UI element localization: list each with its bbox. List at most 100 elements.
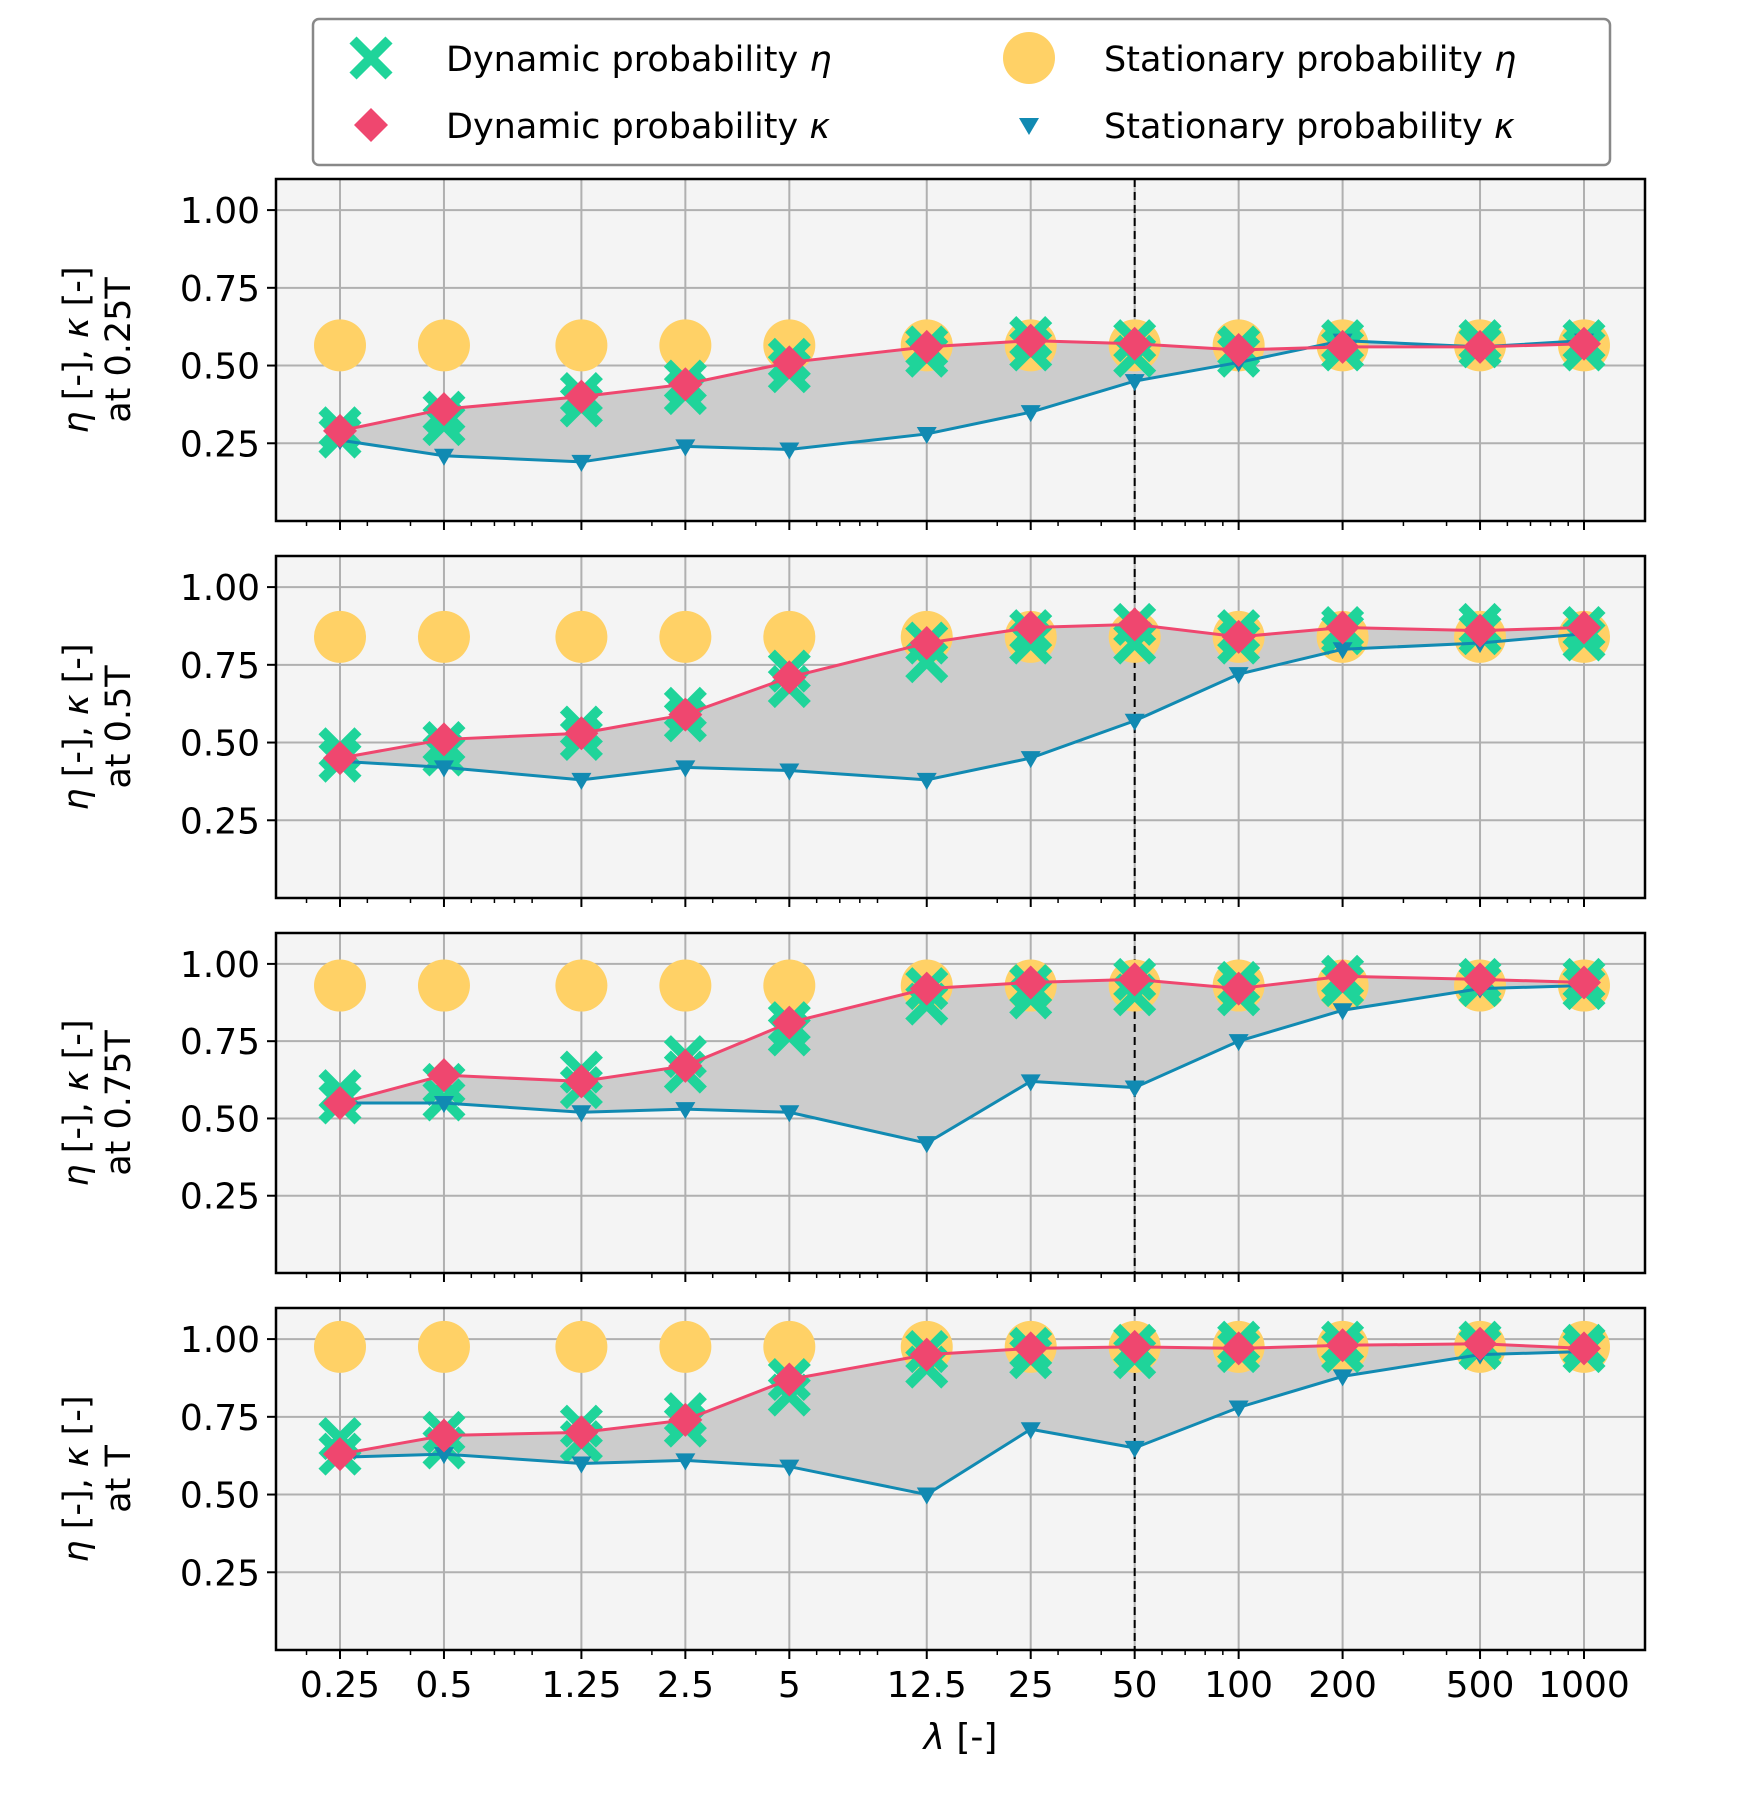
stationary-kappa-marker	[675, 439, 696, 457]
y-axis-label: η [-], κ [-] at 0.5T	[57, 643, 139, 810]
panels: 0.250.500.751.00η [-], κ [-] at 0.25T0.25…	[57, 177, 1647, 1659]
axes-frame	[274, 931, 1647, 1275]
legend-label-text: Stationary probability	[1104, 40, 1494, 80]
dynamic-kappa-marker	[1463, 329, 1498, 364]
y-tick-label: 1.00	[180, 945, 260, 986]
dynamic-kappa-marker	[426, 1418, 461, 1453]
y-axis-label-part: [-],	[57, 1467, 97, 1540]
y-axis-label-part: η	[57, 1164, 97, 1186]
dynamic-kappa-marker	[1013, 610, 1048, 645]
x-tick-label: 1.25	[541, 1665, 621, 1706]
legend-label: Dynamic probability κ	[446, 107, 830, 147]
stationary-kappa-marker	[1124, 1440, 1145, 1458]
y-axis-label-part: [-],	[57, 715, 97, 788]
dynamic-kappa-marker	[323, 1437, 357, 1472]
dynamic-kappa-marker	[1117, 1329, 1152, 1364]
y-axis-label-line2: at 0.5T	[99, 665, 139, 789]
dynamic-kappa-line	[339, 974, 1585, 1105]
y-axis-label-line1: η [-], κ [-]	[57, 1019, 97, 1186]
stationary-kappa-marker	[433, 448, 454, 466]
stationary-kappa-marker	[1020, 751, 1041, 769]
stationary-kappa-marker	[571, 1105, 592, 1123]
dynamic-kappa-marker	[1221, 333, 1256, 367]
x-axis-label: λ [-]	[922, 1717, 998, 1758]
dynamic-kappa-marker	[564, 1415, 599, 1450]
y-axis-label-part: [-]	[57, 266, 97, 317]
stationary-kappa-marker	[433, 1447, 454, 1465]
stationary-eta-marker	[659, 610, 712, 663]
stationary-kappa-line	[339, 339, 1585, 464]
stationary-eta-marker	[555, 1320, 608, 1373]
axes-frame	[274, 554, 1647, 900]
y-axis-label: η [-], κ [-] at 0.75T	[57, 1019, 139, 1186]
y-tick-label: 0.75	[180, 269, 260, 310]
stationary-kappa-marker	[1228, 1034, 1249, 1052]
dynamic-kappa-marker	[354, 108, 388, 142]
y-axis-label-part: [-],	[57, 338, 97, 411]
kappa-gap-fill	[340, 976, 1584, 1144]
dynamic-kappa-marker	[1463, 613, 1498, 648]
y-axis-label-line2: at T	[99, 1445, 139, 1513]
stationary-kappa-marker	[916, 772, 937, 790]
stationary-kappa-line	[339, 632, 1585, 782]
dynamic-kappa-marker	[1325, 959, 1360, 994]
dynamic-kappa-marker	[564, 1064, 599, 1099]
dynamic-kappa-marker	[1325, 610, 1360, 645]
stationary-eta-marker	[659, 1320, 712, 1373]
legend-label: Stationary probability κ	[1104, 107, 1515, 147]
dynamic-kappa-marker	[426, 1058, 461, 1093]
stationary-kappa-marker	[916, 1136, 937, 1154]
x-axis-label-symbol: λ	[922, 1717, 945, 1758]
stationary-kappa-marker	[1020, 1074, 1041, 1092]
stationary-kappa-marker	[1019, 118, 1039, 135]
y-tick-label: 0.25	[180, 424, 260, 465]
dynamic-kappa-marker	[668, 697, 703, 732]
y-axis-label-part: η	[57, 411, 97, 433]
y-tick-label: 0.75	[180, 1398, 260, 1439]
dynamic-kappa-marker	[772, 345, 807, 380]
legend-label-symbol: η	[809, 40, 831, 80]
dynamic-kappa-marker	[1013, 323, 1048, 358]
y-axis-label-part: η	[57, 1540, 97, 1562]
stationary-eta-marker	[659, 959, 712, 1012]
dynamic-kappa-marker	[909, 971, 944, 1006]
dynamic-kappa-marker	[668, 1048, 703, 1083]
stationary-kappa-marker	[779, 442, 800, 460]
y-tick-label: 0.25	[180, 1553, 260, 1594]
y-axis-label-part: κ	[57, 1446, 97, 1467]
x-tick-label: 2.5	[657, 1665, 714, 1706]
dynamic-kappa-marker	[1013, 1331, 1048, 1366]
dynamic-kappa-marker	[323, 413, 357, 448]
legend: Dynamic probability η Stationary probabil…	[311, 17, 1612, 167]
dynamic-kappa-marker	[1325, 329, 1360, 364]
stationary-kappa-marker	[1332, 1369, 1353, 1387]
dynamic-kappa-marker	[909, 329, 944, 364]
dynamic-kappa-marker	[1013, 965, 1048, 1000]
stationary-eta-marker	[555, 959, 608, 1012]
stationary-eta-marker	[1003, 32, 1055, 84]
stationary-eta-marker	[555, 319, 608, 372]
stationary-kappa-marker	[1228, 1400, 1249, 1418]
dynamic-kappa-marker	[426, 722, 461, 757]
legend-label-text: Dynamic probability	[446, 40, 809, 80]
stationary-eta-marker	[314, 1320, 366, 1373]
dynamic-kappa-line	[339, 339, 1585, 433]
stationary-eta-marker	[763, 610, 816, 663]
y-tick-label: 0.75	[180, 646, 260, 687]
dynamic-kappa-marker	[1463, 1326, 1498, 1361]
x-tick-label: 0.25	[300, 1665, 380, 1706]
stationary-kappa-marker	[1332, 1003, 1353, 1021]
dynamic-kappa-marker	[1221, 971, 1256, 1006]
y-axis-label-line1: η [-], κ [-]	[57, 1395, 97, 1562]
dynamic-kappa-marker	[1567, 1331, 1601, 1366]
y-tick-label: 0.50	[180, 1099, 260, 1140]
x-tick-label: 25	[1008, 1665, 1054, 1706]
dynamic-kappa-marker	[1221, 619, 1256, 654]
stationary-kappa-marker	[433, 1096, 454, 1113]
x-tick-label: 500	[1446, 1665, 1515, 1706]
dynamic-kappa-marker	[1117, 326, 1152, 361]
stationary-eta-marker	[417, 319, 470, 372]
y-tick-label: 1.00	[180, 568, 260, 609]
stationary-eta-marker	[417, 959, 470, 1012]
